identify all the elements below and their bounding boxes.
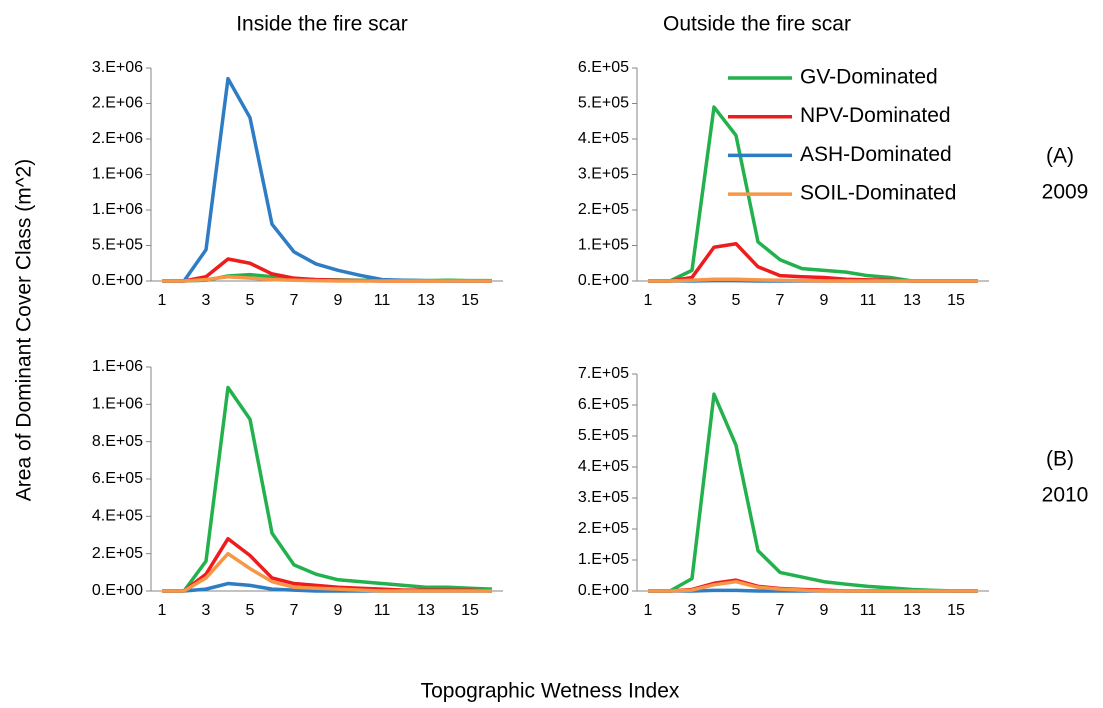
y-tick-label: 4.E+05 — [578, 458, 629, 475]
y-tick-label: 5.E+05 — [578, 427, 629, 444]
x-tick-label: 5 — [246, 602, 255, 619]
x-tick-label: 5 — [246, 292, 255, 309]
column-title: Outside the fire scar — [663, 13, 851, 36]
x-tick-label: 1 — [158, 292, 167, 309]
y-tick-label: 1.E+06 — [92, 358, 143, 375]
x-axis-label: Topographic Wetness Index — [421, 680, 680, 703]
series-line — [162, 536, 493, 593]
y-tick-label: 5.E+05 — [92, 237, 143, 254]
y-tick-label: 0.E+00 — [578, 272, 629, 289]
legend-label: ASH-Dominated — [800, 143, 952, 166]
x-tick-label: 5 — [732, 292, 741, 309]
series-line — [162, 385, 493, 593]
y-tick-label: 8.E+05 — [92, 433, 143, 450]
x-tick-label: 13 — [903, 292, 921, 309]
y-axis-label: Area of Dominant Cover Class (m^2) — [13, 159, 36, 501]
x-tick-label: 7 — [776, 292, 785, 309]
x-tick-label: 11 — [860, 602, 877, 619]
series-line — [162, 551, 492, 593]
x-tick-label: 1 — [644, 292, 653, 309]
y-tick-label: 3.E+05 — [578, 166, 629, 183]
y-tick-label: 4.E+05 — [578, 130, 629, 147]
y-tick-label: 1.E+05 — [578, 237, 629, 254]
y-tick-label: 0.E+00 — [92, 272, 143, 289]
x-tick-label: 7 — [776, 602, 785, 619]
legend-label: SOIL-Dominated — [800, 182, 956, 205]
row-label: (A) — [1046, 145, 1074, 168]
y-tick-label: 1.E+06 — [92, 166, 143, 183]
x-tick-label: 7 — [290, 292, 299, 309]
x-tick-label: 13 — [417, 602, 435, 619]
x-tick-label: 1 — [644, 602, 653, 619]
x-tick-label: 9 — [820, 602, 829, 619]
x-tick-label: 3 — [202, 602, 211, 619]
y-tick-label: 7.E+05 — [578, 365, 629, 382]
row-label: (B) — [1046, 448, 1074, 471]
x-tick-label: 3 — [202, 292, 211, 309]
x-tick-label: 15 — [947, 602, 965, 619]
x-tick-label: 15 — [461, 602, 479, 619]
x-tick-label: 13 — [417, 292, 435, 309]
x-tick-label: 9 — [820, 292, 829, 309]
x-tick-label: 3 — [688, 602, 697, 619]
legend-label: GV-Dominated — [800, 66, 938, 89]
y-tick-label: 6.E+05 — [578, 396, 629, 413]
x-tick-label: 15 — [461, 292, 479, 309]
series-line — [648, 392, 978, 593]
y-tick-label: 1.E+06 — [92, 201, 143, 218]
series-line — [648, 277, 978, 283]
y-tick-label: 6.E+05 — [92, 470, 143, 487]
series-line — [162, 76, 492, 283]
x-tick-label: 11 — [374, 292, 391, 309]
x-tick-label: 9 — [334, 292, 343, 309]
x-tick-label: 13 — [903, 602, 921, 619]
y-tick-label: 0.E+00 — [92, 582, 143, 599]
series-line — [648, 241, 978, 283]
y-tick-label: 6.E+05 — [578, 59, 629, 76]
y-tick-label: 2.E+05 — [578, 520, 629, 537]
y-tick-label: 1.E+06 — [92, 396, 143, 413]
legend-label: NPV-Dominated — [800, 104, 951, 127]
x-tick-label: 11 — [374, 602, 391, 619]
x-tick-label: 1 — [158, 602, 167, 619]
column-title: Inside the fire scar — [236, 13, 408, 36]
row-label: 2010 — [1042, 484, 1089, 507]
y-tick-label: 0.E+00 — [578, 582, 629, 599]
y-tick-label: 5.E+05 — [578, 95, 629, 112]
y-tick-label: 3.E+05 — [578, 489, 629, 506]
y-tick-label: 2.E+06 — [92, 130, 143, 147]
y-tick-label: 3.E+06 — [92, 59, 143, 76]
y-tick-label: 2.E+06 — [92, 95, 143, 112]
x-tick-label: 15 — [947, 292, 965, 309]
row-label: 2009 — [1042, 181, 1089, 204]
series-line — [162, 274, 492, 283]
y-tick-label: 2.E+05 — [92, 545, 143, 562]
x-tick-label: 5 — [732, 602, 741, 619]
x-tick-label: 7 — [290, 602, 299, 619]
series-line — [648, 579, 978, 593]
x-tick-label: 3 — [688, 292, 697, 309]
x-tick-label: 11 — [860, 292, 877, 309]
x-tick-label: 9 — [334, 602, 343, 619]
y-tick-label: 1.E+05 — [578, 551, 629, 568]
y-tick-label: 4.E+05 — [92, 508, 143, 525]
y-tick-label: 2.E+05 — [578, 201, 629, 218]
